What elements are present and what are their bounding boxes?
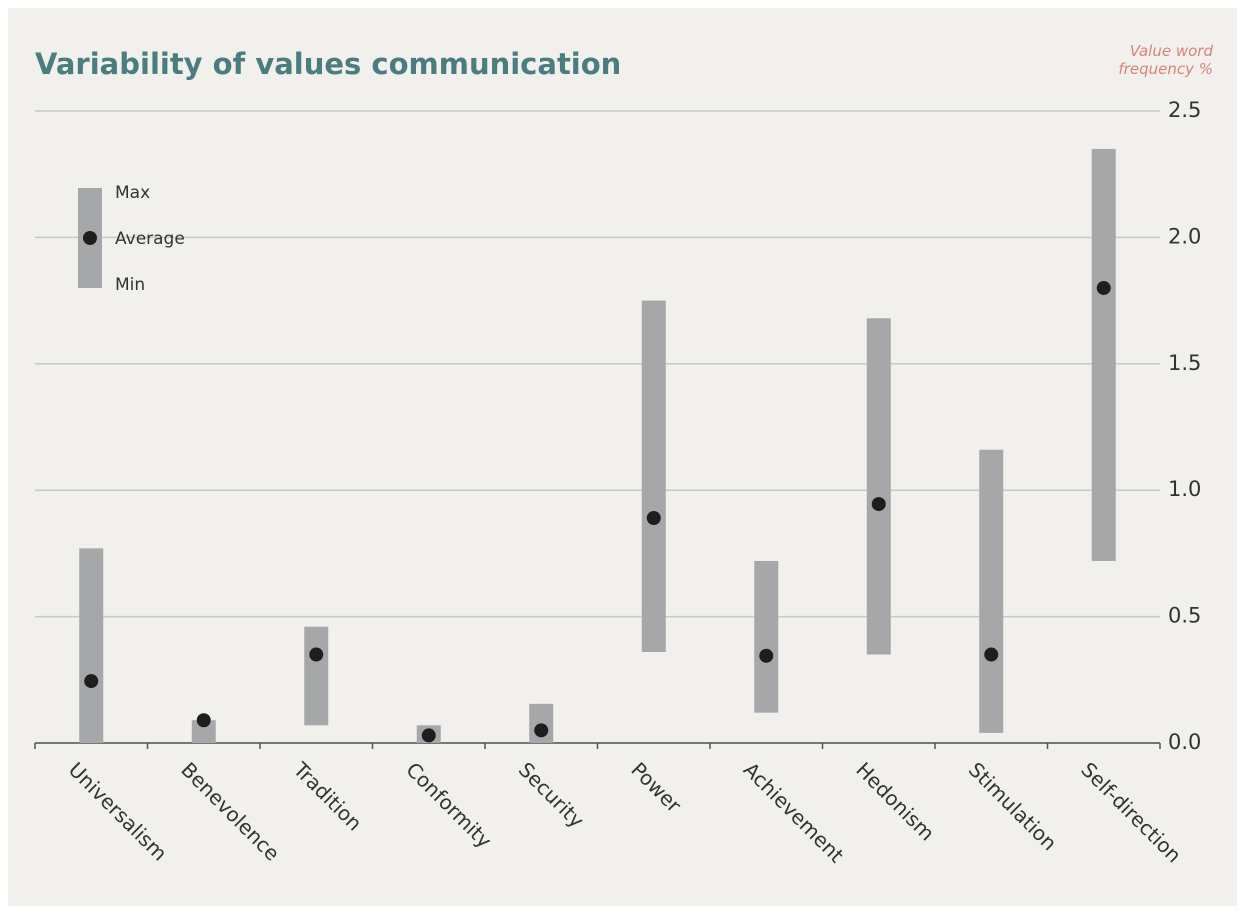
average-dot [534,723,549,738]
range-bar [304,626,329,726]
average-dot [309,647,324,662]
y-tick-label: 0.5 [1168,604,1201,628]
x-tick-label: Power [626,757,686,817]
average-dot [646,511,661,526]
y-tick-label: 2.5 [1168,98,1201,122]
average-dot [984,647,999,662]
average-dot [1096,280,1111,295]
average-dot [421,728,436,743]
range-bar [866,318,891,655]
x-tick-label: Hedonism [851,757,939,845]
legend-label: Min [115,275,145,295]
x-tick-label: Universalism [64,757,172,865]
card [8,8,1237,906]
range-bar [79,548,104,743]
legend-label: Average [115,229,185,249]
average-dot [871,497,886,512]
x-tick-label: Conformity [401,757,496,852]
y-axis-label: Value word frequency % [1118,42,1213,78]
range-bar [754,560,779,713]
range-bar [1091,148,1116,561]
y-tick-label: 1.0 [1168,477,1201,501]
average-dot [759,648,774,663]
x-tick-label: Self-direction [1076,757,1186,867]
legend-label: Max [115,183,150,203]
x-tick-label: Benevolence [176,757,284,865]
average-dot [84,674,99,689]
average-dot [196,713,211,728]
x-tick-label: Security [514,757,589,832]
x-tick-label: Stimulation [964,757,1062,855]
x-tick-label: Tradition [288,757,367,836]
range-bar [191,720,216,743]
y-tick-label: 2.0 [1168,224,1201,248]
x-tick-label: Achievement [739,757,849,867]
range-bar [641,300,666,652]
legend-dot [83,231,97,245]
chart-title: Variability of values communication [35,47,621,81]
y-tick-label: 0.0 [1168,730,1201,754]
range-bar [979,449,1004,733]
y-tick-label: 1.5 [1168,351,1201,375]
